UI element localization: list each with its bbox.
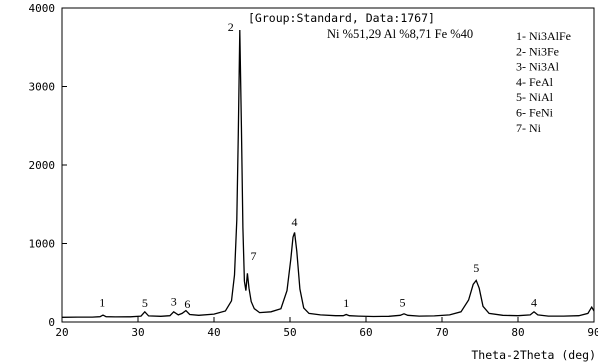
legend-entry: 4- FeAl <box>516 75 554 89</box>
peak-label: 2 <box>228 20 234 34</box>
legend-entry: 7- Ni <box>516 121 542 135</box>
peak-label: 1 <box>99 295 105 309</box>
legend-entry: 2- Ni3Fe <box>516 44 559 58</box>
diffraction-pattern-line <box>61 29 595 318</box>
y-tick-label: 0 <box>48 316 55 329</box>
legend-entry: 1- Ni3AlFe <box>516 29 571 43</box>
peak-label: 1 <box>343 296 349 310</box>
x-tick-label: 30 <box>131 326 144 339</box>
x-tick-label: 60 <box>359 326 372 339</box>
x-tick-label: 90 <box>587 326 598 339</box>
x-tick-label: 80 <box>511 326 524 339</box>
y-tick-label: 2000 <box>29 159 56 172</box>
peak-label: 7 <box>251 249 257 263</box>
x-axis-label: Theta-2Theta (deg) <box>471 348 596 362</box>
x-tick-label: 20 <box>55 326 68 339</box>
chart-header: [Group:Standard, Data:1767] <box>248 11 435 25</box>
peak-annotations: 1 5 3 6 2 7 4 1 5 5 4 <box>99 20 537 311</box>
legend-entry: 5- NiAl <box>516 90 554 104</box>
peak-label: 6 <box>184 297 190 311</box>
peak-label: 4 <box>531 295 537 309</box>
x-tick-label: 40 <box>207 326 220 339</box>
plot-frame <box>61 7 595 323</box>
composition-label: Ni %51,29 Al %8,71 Fe %40 <box>327 27 473 41</box>
peak-label: 5 <box>399 295 405 309</box>
legend-entry: 6- FeNi <box>516 106 554 120</box>
peak-label: 3 <box>171 295 177 309</box>
peak-label: 5 <box>142 296 148 310</box>
peak-label: 5 <box>473 261 479 275</box>
y-tick-label: 1000 <box>29 238 56 251</box>
x-tick-label: 50 <box>283 326 296 339</box>
y-tick-label: 3000 <box>29 81 56 94</box>
x-tick-label: 70 <box>435 326 448 339</box>
peak-label: 4 <box>292 215 298 229</box>
y-tick-label: 4000 <box>29 2 56 15</box>
legend-entry: 3- Ni3Al <box>516 60 560 74</box>
y-axis: 0 1000 2000 3000 4000 <box>29 2 67 329</box>
x-axis: 20 30 40 50 60 70 80 90 <box>55 317 598 339</box>
